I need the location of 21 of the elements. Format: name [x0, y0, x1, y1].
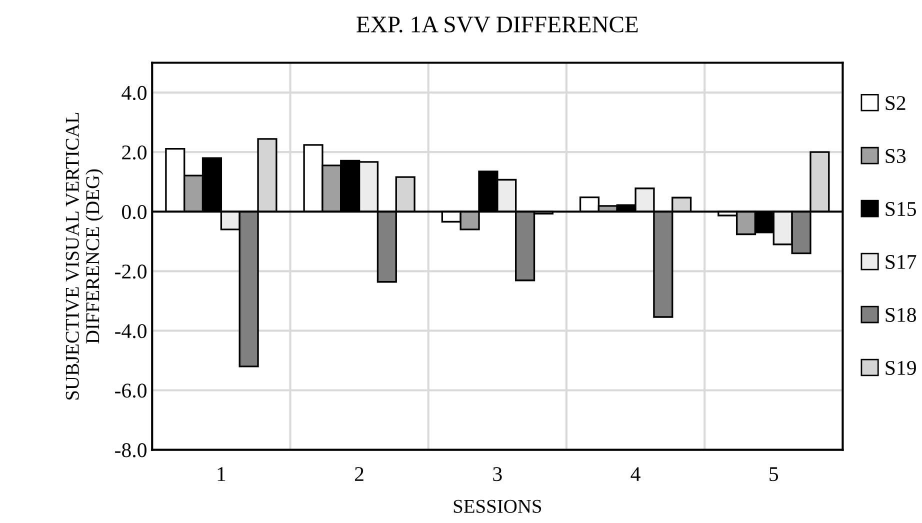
y-tick-label: 0.0	[122, 204, 146, 220]
x-tick-label: 2	[355, 467, 364, 481]
x-tick-label: 1	[218, 467, 226, 481]
x-axis-title: SESSIONS	[454, 500, 542, 513]
x-tick-label: 5	[770, 467, 778, 482]
legend-label: S19	[886, 360, 916, 375]
y-tick-label: -4.0	[115, 324, 146, 338]
legend-label: S15	[886, 202, 916, 216]
y-tick-label: 4.0	[122, 86, 146, 100]
y-tick-label: -6.0	[115, 384, 146, 398]
x-tick-label: 4	[630, 467, 640, 481]
legend-label: S18	[886, 308, 916, 322]
x-tick-label: 3	[493, 467, 502, 482]
legend-label: S2	[886, 96, 906, 110]
chart-title: EXP. 1A SVV DIFFERENCE	[356, 16, 638, 33]
y-tick-label: 2.0	[122, 145, 146, 160]
y-axis-title: SUBJECTIVE VISUAL VERTICAL DIFFERENCE (DEG)	[66, 112, 104, 400]
y-tick-label: -8.0	[115, 443, 146, 458]
legend-label: S3	[886, 149, 906, 164]
legend-label: S17	[886, 255, 916, 269]
y-tick-label: -2.0	[115, 264, 146, 279]
